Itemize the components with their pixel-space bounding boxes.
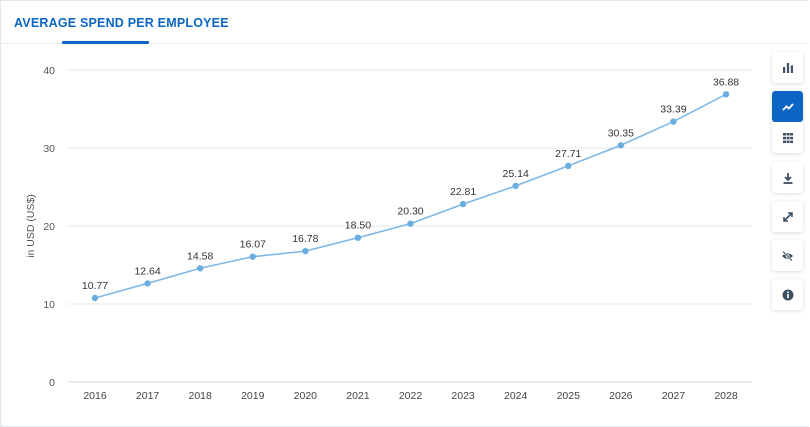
table-button[interactable] xyxy=(772,122,803,153)
bar-chart-icon xyxy=(782,62,793,73)
x-tick-label: 2017 xyxy=(136,390,160,402)
y-tick-label: 30 xyxy=(43,143,55,155)
x-tick-label: 2024 xyxy=(504,390,528,402)
table-icon xyxy=(782,132,793,143)
data-point[interactable] xyxy=(302,247,309,255)
download-button[interactable] xyxy=(772,162,803,193)
active-tab-indicator xyxy=(62,41,149,44)
x-tick-label: 2027 xyxy=(662,390,686,402)
x-tick-label: 2028 xyxy=(714,390,738,402)
data-label: 20.30 xyxy=(397,206,423,218)
data-point[interactable] xyxy=(670,118,677,125)
data-label: 25.14 xyxy=(503,168,529,180)
data-label: 36.88 xyxy=(713,76,739,88)
hide-button[interactable] xyxy=(772,240,803,271)
data-point[interactable] xyxy=(459,200,467,208)
data-label: 22.81 xyxy=(450,186,476,198)
info-icon xyxy=(782,289,793,300)
line-chart-button[interactable] xyxy=(772,91,803,122)
chart-toolbar xyxy=(772,52,803,318)
data-point[interactable] xyxy=(144,280,151,287)
download-icon xyxy=(783,172,792,184)
y-tick-label: 40 xyxy=(43,65,55,77)
bar-chart-button[interactable] xyxy=(772,52,803,83)
data-labels: 10.77 12.64 14.58 16.07 16.78 18.50 20.30 22.81… xyxy=(82,76,739,292)
data-label: 30.35 xyxy=(608,127,634,139)
x-tick-label: 2016 xyxy=(83,390,107,402)
data-label: 33.39 xyxy=(660,104,686,116)
data-points xyxy=(91,91,730,302)
data-label: 16.07 xyxy=(240,239,266,251)
data-label: 18.50 xyxy=(345,220,371,232)
fullscreen-button[interactable] xyxy=(772,201,803,232)
data-point[interactable] xyxy=(354,234,362,241)
x-tick-label: 2019 xyxy=(241,390,265,402)
data-label: 10.77 xyxy=(82,280,108,292)
view-toggle-group xyxy=(772,91,803,153)
fullscreen-icon xyxy=(782,211,793,222)
y-tick-label: 10 xyxy=(43,299,55,311)
data-label: 27.71 xyxy=(555,148,581,160)
chart-header: AVERAGE SPEND PER EMPLOYEE xyxy=(1,1,809,44)
x-tick-label: 2021 xyxy=(346,390,370,402)
x-tick-label: 2023 xyxy=(451,390,475,402)
info-button[interactable] xyxy=(772,279,803,310)
data-point[interactable] xyxy=(249,253,256,260)
y-tick-label: 0 xyxy=(49,377,55,389)
data-label: 16.78 xyxy=(292,233,318,245)
data-point[interactable] xyxy=(565,162,572,170)
hide-icon xyxy=(782,250,793,261)
data-point[interactable] xyxy=(407,220,414,227)
data-point[interactable] xyxy=(617,142,625,149)
chart-tab-title[interactable]: AVERAGE SPEND PER EMPLOYEE xyxy=(14,16,229,30)
x-tick-label: 2026 xyxy=(609,390,633,402)
series-line xyxy=(94,93,727,299)
data-point[interactable] xyxy=(512,182,519,190)
x-tick-label: 2022 xyxy=(399,390,423,402)
data-point[interactable] xyxy=(91,294,99,302)
line-chart-icon xyxy=(781,102,794,111)
y-axis-ticks: 0 10 20 30 40 xyxy=(43,65,55,389)
y-axis-label: in USD (US$) xyxy=(25,194,37,258)
data-point[interactable] xyxy=(722,91,730,98)
x-axis-ticks: 2016 2017 2018 2019 2020 2021 2022 2023 2024 2025… xyxy=(83,390,738,402)
data-point[interactable] xyxy=(196,265,204,272)
data-label: 14.58 xyxy=(187,250,213,262)
x-tick-label: 2018 xyxy=(188,390,212,402)
x-tick-label: 2020 xyxy=(294,390,318,402)
data-label: 12.64 xyxy=(134,265,160,277)
x-tick-label: 2025 xyxy=(557,390,581,402)
y-tick-label: 20 xyxy=(43,221,55,233)
